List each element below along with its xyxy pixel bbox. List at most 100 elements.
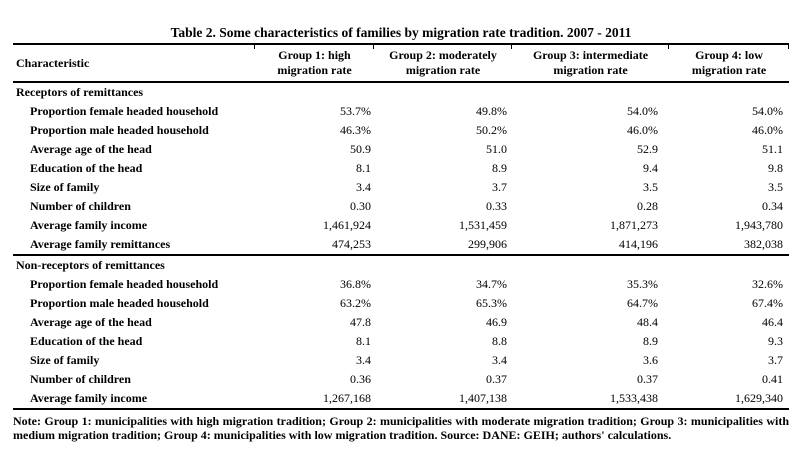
cell-value: 53.7% (340, 104, 371, 118)
cell-value: 0.34 (762, 199, 783, 213)
cell-value: 3.6 (643, 353, 658, 367)
row-label: Proportion female headed household (30, 277, 219, 291)
table-row: Proportion female headed household 36.8%… (13, 275, 789, 294)
column-header-group3: Group 3: intermediate migration rate (511, 44, 669, 83)
cell-value: 0.30 (350, 199, 371, 213)
cell-value: 46.9 (486, 315, 507, 329)
table-title: Table 2. Some characteristics of familie… (170, 25, 632, 40)
table-row: Education of the head 8.1 8.9 9.4 9.8 (13, 159, 789, 178)
cell-value: 65.3% (476, 296, 507, 310)
cell-value: 1,407,138 (459, 391, 507, 405)
cell-value: 0.37 (486, 372, 507, 386)
cell-value: 414,196 (619, 237, 658, 251)
cell-value: 299,906 (468, 237, 507, 251)
cell-value: 48.4 (637, 315, 658, 329)
cell-value: 0.37 (637, 372, 658, 386)
cell-value: 32.6% (752, 277, 783, 291)
table-row: Average family income 1,267,168 1,407,13… (13, 389, 789, 409)
table-row: Proportion female headed household 53.7%… (13, 102, 789, 121)
cell-value: 0.28 (637, 199, 658, 213)
table-row: Number of children 0.36 0.37 0.37 0.41 (13, 370, 789, 389)
cell-value: 3.7 (768, 353, 783, 367)
section-title: Non-receptors of remittances (13, 254, 789, 275)
table-row: Proportion male headed household 46.3% 5… (13, 121, 789, 140)
cell-value: 1,267,168 (323, 391, 371, 405)
cell-value: 3.4 (356, 180, 371, 194)
cell-value: 8.8 (492, 334, 507, 348)
table-row: Average age of the head 47.8 46.9 48.4 4… (13, 313, 789, 332)
cell-value: 3.5 (768, 180, 783, 194)
table-row: Proportion male headed household 63.2% 6… (13, 294, 789, 313)
column-header-group1: Group 1: high migration rate (254, 44, 374, 83)
table-header: Characteristic Group 1: high migration r… (13, 44, 789, 83)
row-label: Size of family (30, 180, 100, 194)
row-label: Number of children (30, 199, 131, 213)
cell-value: 474,253 (332, 237, 371, 251)
cell-value: 3.7 (492, 180, 507, 194)
cell-value: 54.0% (752, 104, 783, 118)
row-label: Proportion male headed household (30, 296, 209, 310)
cell-value: 0.36 (350, 372, 371, 386)
cell-value: 34.7% (476, 277, 507, 291)
characteristics-table: Characteristic Group 1: high migration r… (13, 43, 789, 410)
table-row: Average family remittances 474,253 299,9… (13, 235, 789, 255)
cell-value: 8.1 (356, 334, 371, 348)
cell-value: 52.9 (637, 142, 658, 156)
row-label: Average family remittances (30, 237, 171, 251)
cell-value: 51.1 (762, 142, 783, 156)
cell-value: 9.4 (643, 161, 658, 175)
cell-value: 0.41 (762, 372, 783, 386)
cell-value: 63.2% (340, 296, 371, 310)
cell-value: 8.9 (492, 161, 507, 175)
cell-value: 9.8 (768, 161, 783, 175)
cell-value: 46.0% (752, 123, 783, 137)
column-header-characteristic: Characteristic (13, 44, 255, 83)
table-row: Size of family 3.4 3.7 3.5 3.5 (13, 178, 789, 197)
column-header-group2: Group 2: moderately migration rate (373, 44, 512, 83)
cell-value: 54.0% (627, 104, 658, 118)
row-label: Proportion female headed household (30, 104, 219, 118)
row-label: Education of the head (30, 334, 143, 348)
cell-value: 50.9 (350, 142, 371, 156)
section-header-row-non-receptors: Non-receptors of remittances (13, 254, 789, 275)
cell-value: 51.0 (486, 142, 507, 156)
table-row: Number of children 0.30 0.33 0.28 0.34 (13, 197, 789, 216)
column-header-group4: Group 4: low migration rate (668, 44, 789, 83)
cell-value: 1,871,273 (610, 218, 658, 232)
table-row: Size of family 3.4 3.4 3.6 3.7 (13, 351, 789, 370)
row-label: Average family income (30, 391, 148, 405)
row-label: Average age of the head (30, 315, 152, 329)
header-row: Characteristic Group 1: high migration r… (13, 44, 789, 83)
cell-value: 1,531,459 (459, 218, 507, 232)
cell-value: 47.8 (350, 315, 371, 329)
row-label: Size of family (30, 353, 100, 367)
cell-value: 382,038 (744, 237, 783, 251)
cell-value: 0.33 (486, 199, 507, 213)
row-label: Average age of the head (30, 142, 152, 156)
section-title: Receptors of remittances (16, 85, 144, 99)
cell-value: 8.1 (356, 161, 371, 175)
row-label: Average family income (30, 218, 148, 232)
cell-value: 1,533,438 (610, 391, 658, 405)
table-row: Education of the head 8.1 8.8 8.9 9.3 (13, 332, 789, 351)
table-body: Receptors of remittances Proportion fema… (13, 82, 789, 409)
cell-value: 9.3 (768, 334, 783, 348)
cell-value: 1,943,780 (735, 218, 783, 232)
row-label: Education of the head (30, 161, 143, 175)
cell-value: 67.4% (752, 296, 783, 310)
cell-value: 3.4 (492, 353, 507, 367)
cell-value: 64.7% (627, 296, 658, 310)
section-header-row-receptors: Receptors of remittances (13, 82, 789, 102)
cell-value: 35.3% (627, 277, 658, 291)
cell-value: 50.2% (476, 123, 507, 137)
cell-value: 3.4 (356, 353, 371, 367)
cell-value: 46.4 (762, 315, 783, 329)
cell-value: 3.5 (643, 180, 658, 194)
cell-value: 46.0% (627, 123, 658, 137)
row-label: Number of children (30, 372, 131, 386)
table-row: Average age of the head 50.9 51.0 52.9 5… (13, 140, 789, 159)
cell-value: 8.9 (643, 334, 658, 348)
table-footnote: Note: Group 1: municipalities with high … (13, 414, 789, 442)
table-row: Average family income 1,461,924 1,531,45… (13, 216, 789, 235)
